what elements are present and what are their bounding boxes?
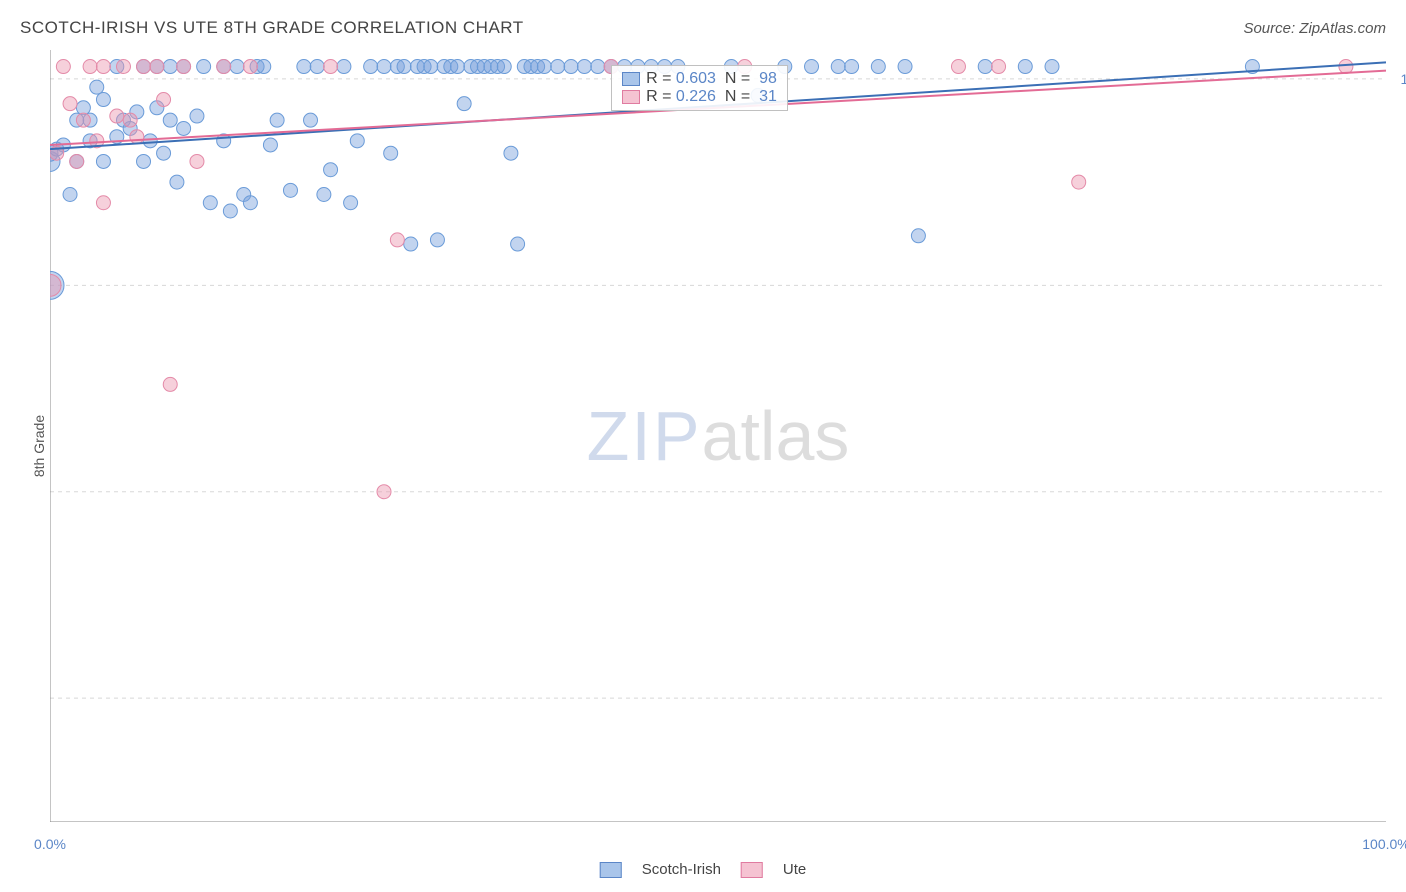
legend-label: Scotch-Irish [642, 861, 721, 878]
stats-row: R = 0.603 N = 98 [622, 70, 777, 88]
stats-text: R = 0.226 N = 31 [646, 88, 777, 106]
legend-label: Ute [783, 861, 806, 878]
x-tick-label: 0.0% [34, 836, 66, 852]
scatter-plot [50, 50, 1386, 822]
chart-title: SCOTCH-IRISH VS UTE 8TH GRADE CORRELATIO… [20, 18, 524, 38]
series-swatch [622, 72, 640, 86]
legend: Scotch-Irish Ute [600, 861, 807, 878]
legend-swatch [741, 862, 763, 878]
series-swatch [622, 90, 640, 104]
legend-swatch [600, 862, 622, 878]
chart-area: 85.0%90.0%95.0%100.0% 0.0%100.0% R = 0.6… [50, 50, 1386, 822]
stats-row: R = 0.226 N = 31 [622, 88, 777, 106]
stats-text: R = 0.603 N = 98 [646, 70, 777, 88]
y-axis-label: 8th Grade [31, 415, 47, 477]
stats-box: R = 0.603 N = 98R = 0.226 N = 31 [611, 65, 788, 111]
source-label: Source: ZipAtlas.com [1243, 20, 1386, 37]
x-tick-label: 100.0% [1362, 836, 1406, 852]
y-tick-label: 100.0% [1401, 71, 1406, 87]
